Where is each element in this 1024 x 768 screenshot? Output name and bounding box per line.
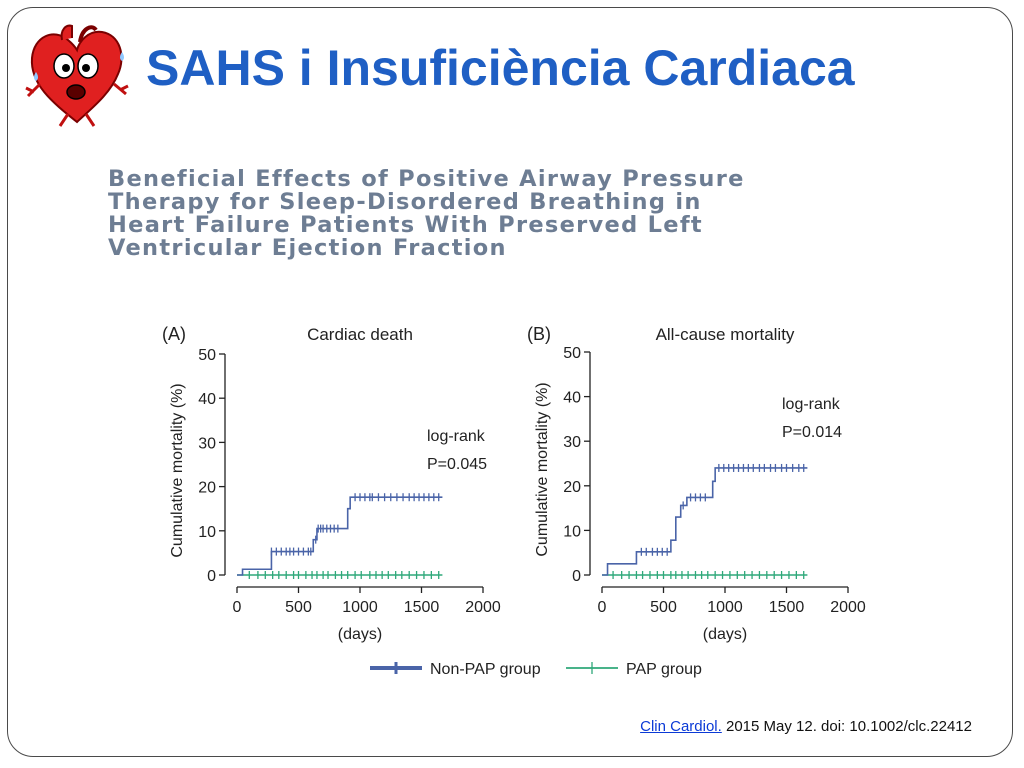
y-tick-label: 30 — [563, 434, 581, 451]
y-tick-label: 30 — [198, 435, 216, 452]
legend-label: Non-PAP group — [430, 661, 541, 678]
y-tick-label: 20 — [198, 480, 216, 497]
y-axis-label: Cumulative mortality (%) — [169, 383, 186, 557]
slide-title: SAHS i Insuficiència Cardiaca — [146, 40, 855, 96]
series-line-non-pap-group — [237, 496, 443, 576]
y-tick-label: 0 — [572, 568, 581, 585]
y-tick-label: 20 — [563, 479, 581, 496]
stat-annotation: P=0.045 — [427, 456, 487, 473]
y-tick-label: 40 — [198, 391, 216, 408]
citation: Clin Cardiol. 2015 May 12. doi: 10.1002/… — [640, 718, 972, 735]
x-tick-label: 1000 — [342, 599, 378, 616]
x-tick-label: 0 — [233, 599, 242, 616]
x-tick-label: 1500 — [404, 599, 440, 616]
citation-link[interactable]: Clin Cardiol. — [640, 718, 722, 735]
x-tick-label: 500 — [285, 599, 312, 616]
chart-title: Cardiac death — [307, 325, 413, 344]
y-tick-label: 40 — [563, 390, 581, 407]
x-tick-label: 1500 — [769, 599, 805, 616]
x-tick-label: 2000 — [830, 599, 866, 616]
x-tick-label: 2000 — [465, 599, 501, 616]
y-tick-label: 10 — [198, 524, 216, 541]
x-tick-label: 500 — [650, 599, 677, 616]
y-tick-label: 50 — [563, 345, 581, 362]
panel-label: (A) — [162, 324, 186, 344]
slide-frame — [7, 7, 1013, 757]
paper-title-line: Therapy for Sleep-Disordered Breathing i… — [108, 189, 702, 215]
x-tick-label: 0 — [598, 599, 607, 616]
x-axis-label: (days) — [703, 626, 747, 643]
series-line-non-pap-group — [602, 467, 808, 576]
y-axis-label: Cumulative mortality (%) — [534, 382, 551, 556]
paper-title-line: Heart Failure Patients With Preserved Le… — [108, 212, 703, 238]
chart-legend: Non-PAP group PAP group — [370, 661, 702, 678]
kaplan-meier-figure: (A) Cardiac death 0 10 20 30 40 50 0 500 1000 1500 2… — [150, 312, 880, 692]
x-tick-label: 1000 — [707, 599, 743, 616]
stat-annotation: log-rank — [427, 428, 486, 445]
y-tick-label: 10 — [563, 523, 581, 540]
stat-annotation: P=0.014 — [782, 424, 842, 441]
citation-text: 2015 May 12. doi: 10.1002/clc.22412 — [721, 718, 972, 735]
scared-heart-cartoon-icon — [22, 22, 132, 130]
x-axis-label: (days) — [338, 626, 382, 643]
y-tick-label: 0 — [207, 568, 216, 585]
paper-title: Beneficial Effects of Positive Airway Pr… — [108, 168, 948, 260]
legend-label: PAP group — [626, 661, 702, 678]
stat-annotation: log-rank — [782, 396, 841, 413]
y-tick-label: 50 — [198, 347, 216, 364]
paper-title-line: Beneficial Effects of Positive Airway Pr… — [108, 166, 745, 192]
chart-title: All-cause mortality — [656, 325, 795, 344]
panel-label: (B) — [527, 324, 551, 344]
paper-title-line: Ventricular Ejection Fraction — [108, 235, 507, 261]
